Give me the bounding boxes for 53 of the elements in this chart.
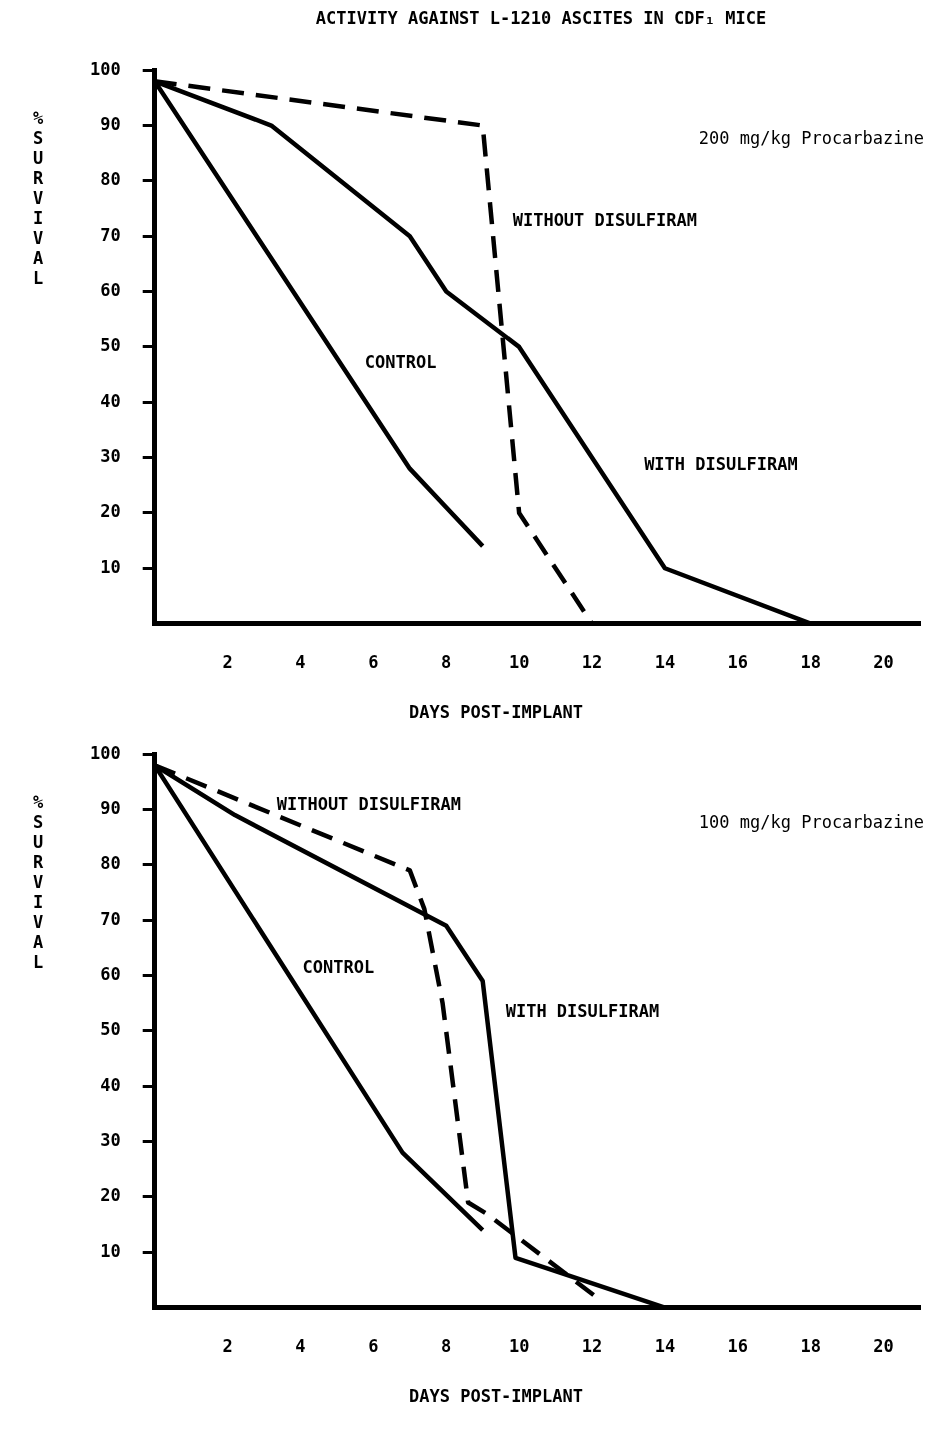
x-tick-label: 16: [727, 652, 749, 673]
x-tick-label: 8: [441, 652, 452, 673]
y-tick-label: 30: [100, 1130, 121, 1150]
y-tick-label: 60: [100, 963, 121, 984]
x-tick-label: 14: [654, 1336, 676, 1357]
y-tick-label: 40: [100, 1074, 121, 1095]
annotation: 100 mg/kg Procarbazine: [698, 812, 924, 832]
x-tick-label: 10: [508, 1336, 530, 1357]
x-tick-label: 20: [873, 652, 894, 673]
x-tick-label: 6: [368, 652, 379, 673]
x-tick-label: 12: [581, 652, 603, 673]
series-label: CONTROL: [364, 352, 437, 373]
series-label: WITHOUT DISULFIRAM: [512, 209, 697, 230]
y-tick-label: 100: [89, 742, 121, 763]
x-tick-label: 20: [873, 1336, 894, 1357]
annotation: 200 mg/kg Procarbazine: [698, 128, 924, 148]
y-tick-label: 20: [100, 1185, 121, 1206]
x-tick-label: 16: [727, 1336, 749, 1357]
series-label: CONTROL: [302, 957, 375, 978]
x-tick-label: 2: [222, 1336, 233, 1357]
x-tick-label: 4: [295, 1336, 306, 1357]
x-tick-label: 10: [508, 652, 530, 673]
y-tick-label: 70: [100, 908, 121, 929]
y-tick-label: 50: [100, 335, 121, 356]
y-tick-label: 70: [100, 224, 121, 245]
y-tick-label: 10: [100, 556, 121, 577]
y-tick-label: 10: [100, 1240, 121, 1261]
y-tick-label: 90: [100, 797, 121, 818]
x-axis-title: DAYS POST-IMPLANT: [408, 702, 584, 722]
series-label: WITHOUT DISULFIRAM: [276, 793, 461, 814]
series-label: WITH DISULFIRAM: [505, 1000, 660, 1021]
x-tick-label: 12: [581, 1336, 603, 1357]
x-tick-label: 6: [368, 1336, 379, 1357]
x-tick-label: 8: [441, 1336, 452, 1357]
x-tick-label: 4: [295, 652, 306, 673]
x-tick-label: 18: [800, 1336, 821, 1357]
text: % SURVIVAL: [32, 108, 44, 288]
y-tick-label: 100: [89, 58, 121, 79]
text: % SURVIVAL: [32, 792, 44, 972]
y-tick-label: 20: [100, 501, 121, 522]
y-tick-label: 30: [100, 446, 121, 466]
y-tick-label: 80: [100, 169, 121, 190]
chart-title: ACTIVITY AGAINST L-1210 ASCITES IN CDF₁ MICE: [314, 8, 768, 30]
y-tick-label: 80: [100, 853, 121, 874]
x-tick-label: 2: [222, 652, 233, 673]
x-axis-title: DAYS POST-IMPLANT: [408, 1386, 584, 1406]
y-tick-label: 50: [100, 1019, 121, 1040]
y-tick-label: 60: [100, 279, 121, 300]
x-tick-label: 14: [654, 652, 676, 673]
y-tick-label: 90: [100, 113, 121, 134]
text: WITH DISULFIRAM: [644, 454, 798, 475]
x-tick-label: 18: [800, 652, 821, 673]
y-tick-label: 40: [100, 390, 121, 411]
